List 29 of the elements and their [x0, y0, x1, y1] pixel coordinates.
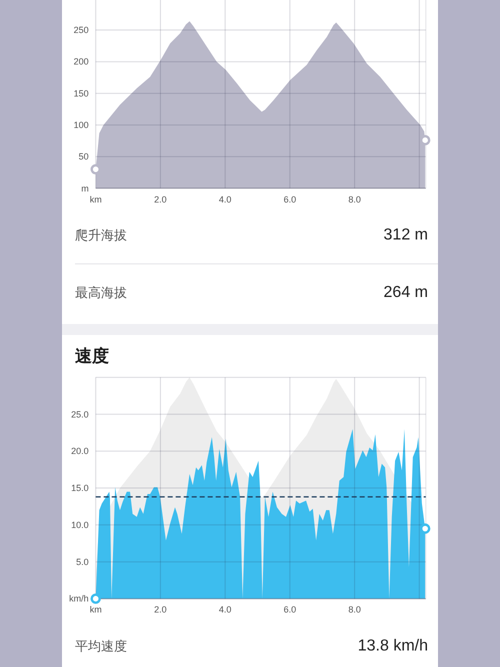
x-tick-label: 8.0	[348, 194, 361, 204]
y-tick-label: 250	[74, 25, 89, 36]
y-tick-label: 5.0	[76, 556, 89, 567]
text: 264 m	[384, 284, 428, 302]
y-tick-label: 200	[74, 56, 89, 67]
x-tick-label: 8.0	[348, 604, 361, 615]
x-tick-label: km	[90, 604, 102, 615]
y-tick-label: m	[81, 183, 89, 194]
chart-title: 速度	[75, 346, 109, 366]
y-tick-label: km/h	[69, 594, 89, 604]
y-tick-label: 150	[74, 88, 89, 98]
x-tick-label: 2.0	[154, 194, 167, 204]
text: 最高海拔	[75, 285, 127, 300]
y-tick-label: 20.0	[71, 446, 89, 456]
x-tick-label: 6.0	[284, 194, 296, 204]
text: 平均速度	[75, 638, 127, 654]
y-tick-label: 15.0	[71, 483, 89, 494]
y-tick-label: 50	[78, 152, 89, 162]
y-tick-label: 10.0	[71, 520, 89, 530]
x-tick-label: 6.0	[284, 604, 296, 615]
x-tick-label: 2.0	[154, 604, 167, 615]
x-tick-label: 4.0	[218, 604, 232, 615]
y-tick-label: 25.0	[71, 409, 89, 420]
text: 13.8 km/h	[358, 638, 428, 654]
x-tick-label: km	[90, 194, 102, 204]
x-tick-label: 4.0	[218, 194, 232, 204]
text: 312 m	[384, 226, 428, 244]
y-tick-label: 100	[74, 120, 89, 130]
text: 爬升海拔	[75, 228, 127, 242]
